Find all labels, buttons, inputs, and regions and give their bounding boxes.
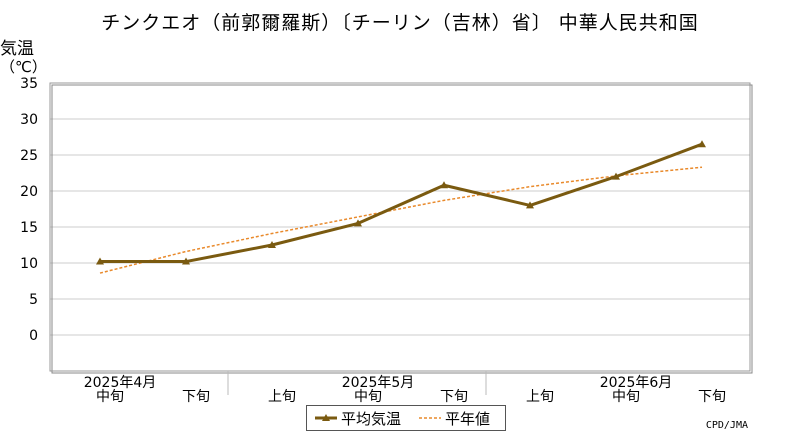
legend-avg-label: 平均気温 [341, 409, 402, 428]
y-axis-label: 気温 （℃） [0, 40, 47, 76]
y-tick-label: 35 [20, 76, 38, 92]
series-avg-point [96, 257, 104, 265]
credit-label: CPD/JMA [705, 420, 748, 431]
plot-frame [49, 82, 751, 372]
month-label: 2025年6月 [600, 375, 673, 391]
y-tick-label: 20 [20, 184, 38, 200]
legend: 平均気温 平年値 [306, 405, 506, 431]
y-tick-label: 0 [29, 328, 38, 344]
x-tick-label: 上旬 [526, 389, 554, 405]
series-avg-point [354, 219, 362, 227]
x-tick-label: 下旬 [182, 389, 210, 405]
month-label: 2025年5月 [342, 375, 415, 391]
legend-normal-label: 平年値 [445, 409, 491, 428]
x-tick-label: 下旬 [698, 389, 726, 405]
y-tick-label: 30 [20, 112, 38, 128]
legend-item-avg: 平均気温 [315, 408, 401, 429]
month-label: 2025年4月 [84, 375, 157, 391]
y-axis-unit: （℃） [0, 58, 47, 76]
series-avg-point [526, 201, 534, 209]
x-tick-label: 中旬 [354, 389, 382, 405]
series-avg-point [182, 257, 190, 265]
series-avg-line [100, 142, 703, 264]
x-tick-label: 下旬 [440, 389, 468, 405]
series-avg-point [612, 172, 620, 180]
series-avg-point [698, 140, 706, 148]
chart-title: チンクエオ（前郭爾羅斯）〔チーリン（吉林）省〕 中華人民共和国 [101, 12, 699, 34]
x-tick-label: 中旬 [96, 389, 124, 405]
series-avg-point [440, 181, 448, 189]
x-tick-label: 中旬 [612, 389, 640, 405]
y-tick-label: 25 [20, 148, 38, 164]
legend-item-normal: 平年値 [419, 408, 490, 429]
legend-normal-swatch [419, 417, 442, 419]
y-tick-label: 5 [29, 292, 38, 308]
y-axis-title: 気温 [0, 39, 34, 59]
series-normal-line [99, 166, 703, 274]
plot-frame-shadow [51, 84, 753, 374]
series-avg-point [268, 241, 276, 248]
y-tick-label: 10 [20, 256, 38, 272]
y-tick-label: 15 [20, 220, 38, 236]
legend-avg-swatch [315, 414, 337, 421]
x-tick-label: 上旬 [268, 389, 296, 405]
